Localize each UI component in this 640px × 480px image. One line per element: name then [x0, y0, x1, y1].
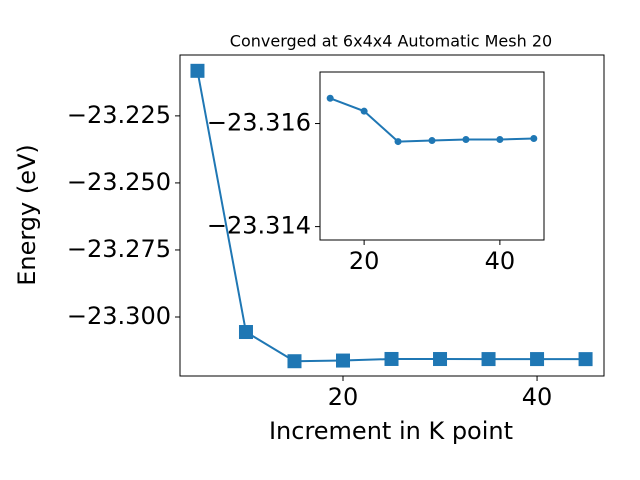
- x-tick-label: 40: [485, 247, 516, 275]
- x-tick-label: 20: [328, 383, 359, 411]
- point: [530, 134, 538, 142]
- y-tick-label: −23.300: [67, 302, 171, 330]
- point: [190, 63, 205, 78]
- point: [326, 94, 334, 102]
- point: [394, 138, 402, 146]
- point: [433, 352, 448, 367]
- point: [238, 325, 253, 340]
- x-tick-label: 40: [522, 383, 553, 411]
- y-axis-label: Energy (eV): [13, 144, 41, 286]
- y-tick-label: −23.250: [67, 168, 171, 196]
- point: [428, 137, 436, 145]
- point: [481, 352, 496, 367]
- point: [578, 352, 593, 367]
- point: [530, 352, 545, 367]
- point: [496, 136, 504, 144]
- point: [336, 353, 351, 368]
- x-axis-label: Increment in K point: [269, 417, 513, 445]
- chart-title: Converged at 6x4x4 Automatic Mesh 20: [230, 32, 552, 51]
- plot-frame: [319, 71, 545, 241]
- point: [360, 107, 368, 115]
- y-tick-label: −23.316: [207, 109, 311, 137]
- point: [462, 136, 470, 144]
- x-tick-label: 20: [349, 247, 380, 275]
- y-tick-label: −23.225: [67, 101, 171, 129]
- point: [384, 351, 399, 366]
- y-tick-label: −23.314: [207, 212, 311, 240]
- point: [287, 354, 302, 369]
- y-tick-label: −23.275: [67, 235, 171, 263]
